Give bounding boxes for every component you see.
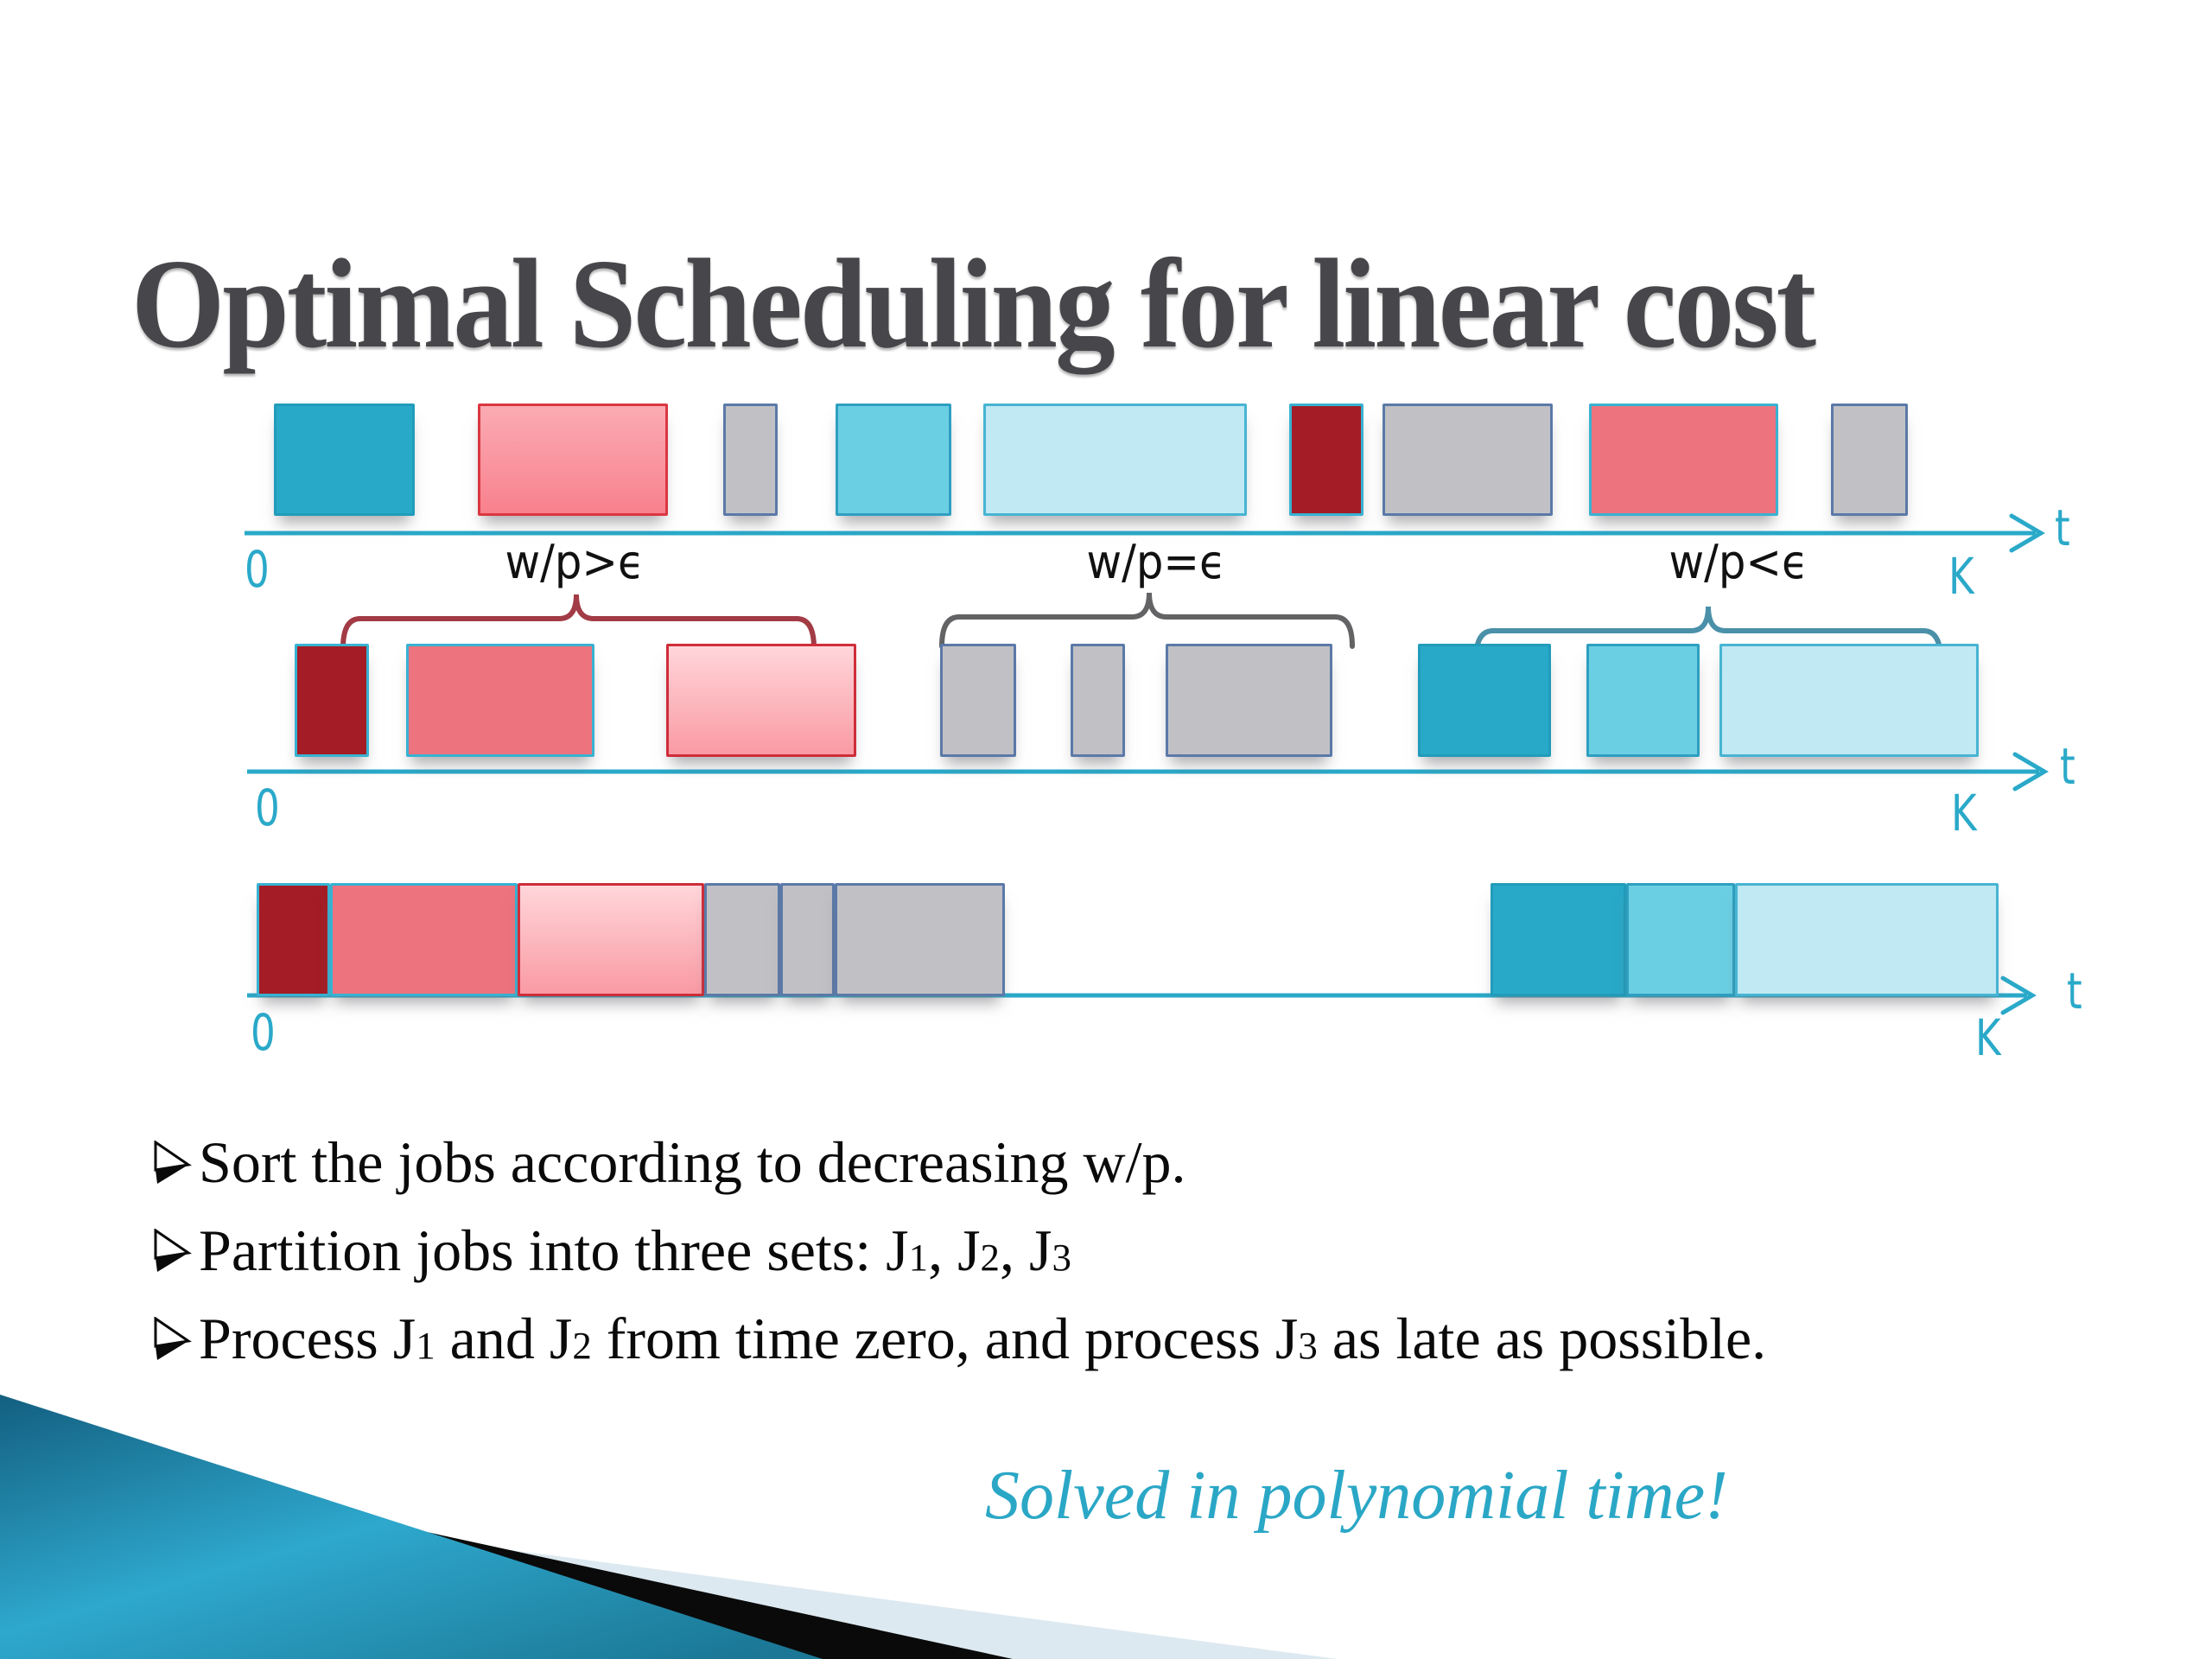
timeline-arrowhead-row1 (2009, 513, 2045, 553)
group-brace-2 (939, 592, 1355, 649)
teal-wedge (0, 1395, 823, 1659)
timeline-arrowhead-row3 (2000, 976, 2037, 1015)
timeline-arrowhead-row2 (2012, 752, 2049, 791)
footnote: Solved in polynomial time! (985, 1458, 1728, 1534)
page-title: Optimal Scheduling for linear cost (131, 233, 1816, 376)
group-brace-3 (1473, 606, 1943, 663)
group-brace-1 (340, 594, 817, 651)
